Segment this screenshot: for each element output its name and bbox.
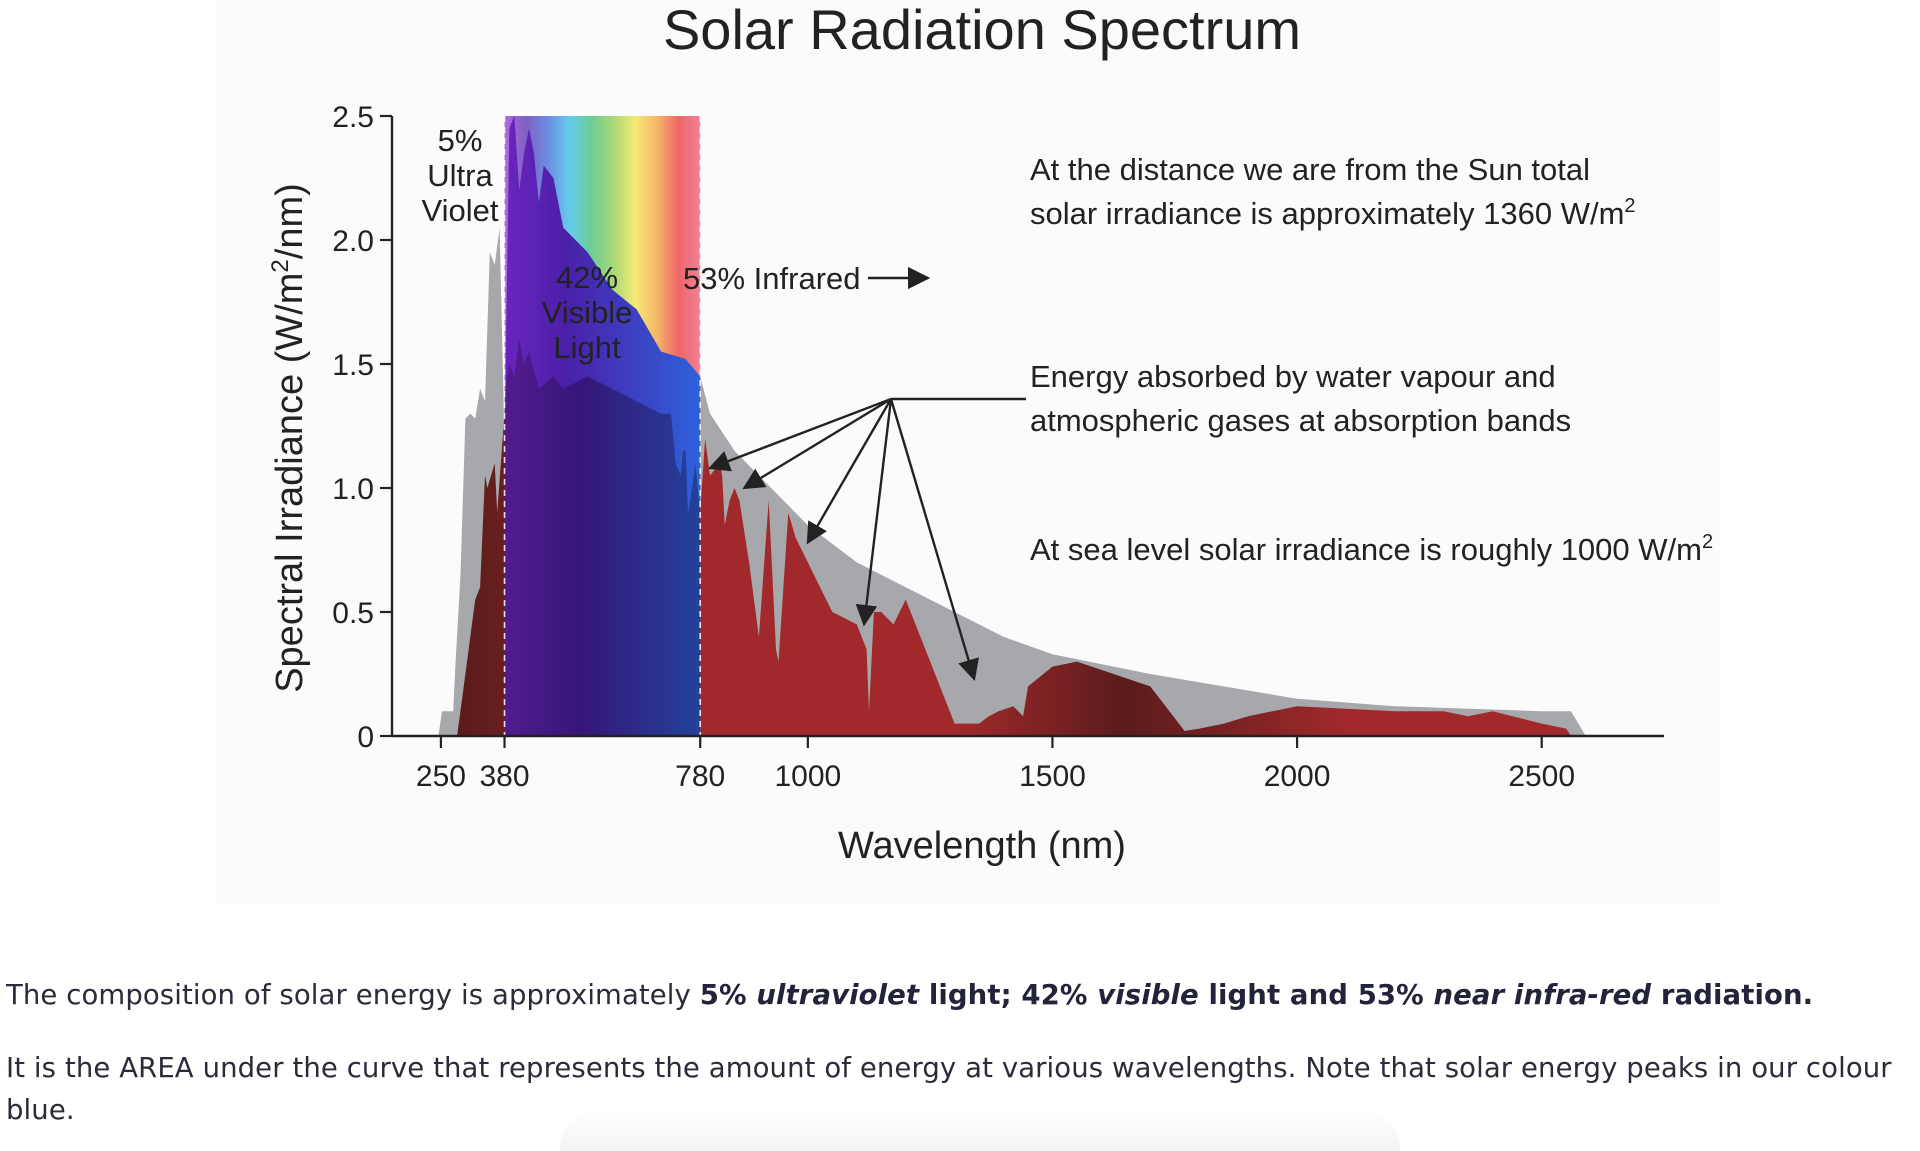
tsi-line1: At the distance we are from the Sun tota… bbox=[1030, 152, 1590, 187]
sea-level-sup: 2 bbox=[1702, 531, 1713, 553]
sea-level-text-wrap: At sea level solar irradiance is roughly… bbox=[1030, 531, 1713, 567]
absorption-line2: atmospheric gases at absorption bands bbox=[1030, 403, 1571, 438]
solar-spectrum-figure: 0 0.5 1.0 1.5 2.0 2.5 250 380 780 1000 1500 2000 250… bbox=[267, 0, 1714, 867]
x-tick-label: 250 bbox=[416, 760, 466, 793]
x-tick-label: 380 bbox=[479, 760, 529, 793]
solar-spectrum-chart: 0 0.5 1.0 1.5 2.0 2.5 250 380 780 1000 1500 2000 250… bbox=[267, 0, 1714, 867]
y-axis-label: Spectral Irradiance (W/m2/nm) bbox=[267, 183, 311, 693]
uv-percent: 5% bbox=[438, 123, 483, 158]
caption-p1-vis-pct: light; 42% bbox=[919, 979, 1098, 1011]
tsi-line2: solar irradiance is approximately 1360 W… bbox=[1030, 196, 1624, 231]
x-tick-label: 2500 bbox=[1508, 760, 1575, 793]
visible-band-sea-level bbox=[504, 339, 701, 736]
y-axis-label-main: Spectral Irradiance (W/m bbox=[269, 273, 311, 693]
sea-level-annotation: At sea level solar irradiance is roughly… bbox=[1030, 531, 1713, 567]
visible-label-line1: Visible bbox=[542, 295, 633, 330]
y-axis-label-tail: /nm) bbox=[269, 183, 311, 259]
y-tick-label: 0 bbox=[357, 721, 374, 754]
infrared-annotation: 53% Infrared bbox=[683, 261, 931, 296]
x-tick-label: 780 bbox=[675, 760, 725, 793]
y-tick-label: 1.5 bbox=[332, 349, 374, 382]
caption-p1-text: The composition of solar energy is appro… bbox=[6, 979, 700, 1011]
caption-p1-vis: visible bbox=[1097, 979, 1199, 1011]
absorption-arrow bbox=[742, 397, 892, 490]
caption-p1-ir-pct: light and 53% bbox=[1198, 979, 1434, 1011]
uv-label-line2: Violet bbox=[422, 193, 499, 228]
absorption-arrow bbox=[889, 398, 980, 682]
caption-paragraph-area: It is the AREA under the curve that repr… bbox=[6, 1052, 1892, 1126]
visible-annotation: 42% Visible Light bbox=[542, 260, 633, 365]
visible-label-line2: Light bbox=[553, 330, 621, 365]
series-sea-level-area bbox=[457, 339, 1572, 736]
caption-p1-bold: 5% ultraviolet light; 42% visible light … bbox=[700, 979, 1813, 1011]
caption: The composition of solar energy is appro… bbox=[6, 975, 1911, 1131]
tsi-annotation: At the distance we are from the Sun tota… bbox=[1030, 152, 1636, 231]
absorption-annotation: Energy absorbed by water vapour and atmo… bbox=[1030, 359, 1571, 438]
tsi-sup: 2 bbox=[1624, 195, 1635, 217]
absorption-arrows bbox=[707, 397, 1026, 682]
uv-label-line1: Ultra bbox=[427, 158, 493, 193]
x-tick-label: 2000 bbox=[1264, 760, 1331, 793]
visible-band-spectrum bbox=[504, 116, 701, 736]
tsi-line2-wrap: solar irradiance is approximately 1360 W… bbox=[1030, 195, 1636, 231]
x-axis-label: Wavelength (nm) bbox=[838, 825, 1126, 867]
sea-level-text: At sea level solar irradiance is roughly… bbox=[1030, 532, 1702, 567]
x-tick-label: 1000 bbox=[774, 760, 841, 793]
bottom-fade bbox=[560, 1108, 1400, 1151]
y-tick-label: 2.5 bbox=[332, 101, 374, 134]
caption-p1-uv-pct: 5% bbox=[699, 979, 757, 1011]
absorption-arrow bbox=[707, 397, 892, 472]
caption-paragraph-composition: The composition of solar energy is appro… bbox=[6, 975, 1911, 1016]
visible-percent: 42% bbox=[556, 260, 618, 295]
infrared-label: 53% Infrared bbox=[683, 261, 861, 296]
y-tick-label: 2.0 bbox=[332, 225, 374, 258]
caption-p1-uv: ultraviolet bbox=[756, 979, 920, 1011]
absorption-line1: Energy absorbed by water vapour and bbox=[1030, 359, 1556, 394]
uv-annotation: 5% Ultra Violet bbox=[422, 123, 499, 228]
x-tick-label: 1500 bbox=[1019, 760, 1086, 793]
caption-p1-ir: near infra-red bbox=[1433, 979, 1652, 1011]
absorption-arrow bbox=[806, 398, 893, 545]
chart-title: Solar Radiation Spectrum bbox=[663, 0, 1301, 61]
y-tick-label: 0.5 bbox=[332, 597, 374, 630]
caption-p1-end: radiation. bbox=[1651, 979, 1814, 1011]
y-tick-label: 1.0 bbox=[332, 473, 374, 506]
y-axis-label-sup: 2 bbox=[267, 259, 294, 272]
absorption-arrow bbox=[855, 398, 893, 627]
